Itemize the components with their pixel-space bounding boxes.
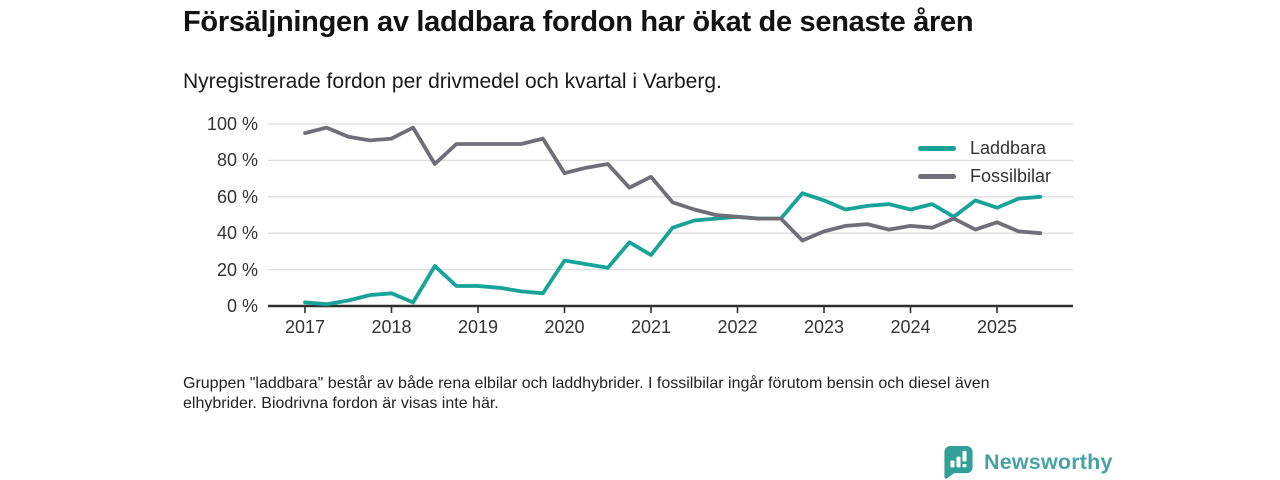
x-tick-label: 2021 <box>630 317 672 337</box>
legend-label-laddbara: Laddbara <box>970 137 1047 158</box>
newsworthy-logo: Newsworthy <box>944 446 1113 479</box>
legend-swatch-fossilbilar <box>918 173 956 179</box>
x-tick-label: 2017 <box>284 317 326 337</box>
x-tick-label: 2022 <box>717 317 758 337</box>
x-tick-label: 2024 <box>890 317 931 337</box>
legend-item-laddbara: Laddbara <box>918 134 1051 162</box>
chart-subtitle: Nyregistrerade fordon per drivmedel och … <box>183 70 722 93</box>
x-tick-label: 2019 <box>457 317 499 337</box>
y-tick-label: 80 % <box>216 150 258 171</box>
y-tick-label: 60 % <box>216 186 258 207</box>
y-tick-label: 40 % <box>216 223 258 244</box>
footnote-line-1: Gruppen "laddbara" består av både rena e… <box>183 375 990 392</box>
page-title: Försäljningen av laddbara fordon har öka… <box>183 6 974 38</box>
legend-swatch-laddbara <box>918 145 956 151</box>
x-tick-label: 2025 <box>976 317 1018 337</box>
y-tick-label: 100 % <box>206 114 258 134</box>
logo-text: Newsworthy <box>984 450 1113 474</box>
legend-label-fossilbilar: Fossilbilar <box>970 165 1052 186</box>
legend: Laddbara Fossilbilar <box>918 134 1051 190</box>
footnote-line-2: elhybrider. Biodrivna fordon är visas in… <box>183 394 499 412</box>
y-tick-label: 20 % <box>216 259 258 280</box>
chart-footnote: Gruppen "laddbara" består av både rena e… <box>183 374 1083 413</box>
x-tick-label: 2023 <box>803 317 845 337</box>
x-tick-label: 2018 <box>371 317 412 337</box>
bar-chart-speech-bubble-icon <box>944 446 973 479</box>
x-tick-label: 2020 <box>544 317 585 337</box>
legend-item-fossilbilar: Fossilbilar <box>918 162 1051 190</box>
y-tick-label: 0 % <box>226 296 258 316</box>
